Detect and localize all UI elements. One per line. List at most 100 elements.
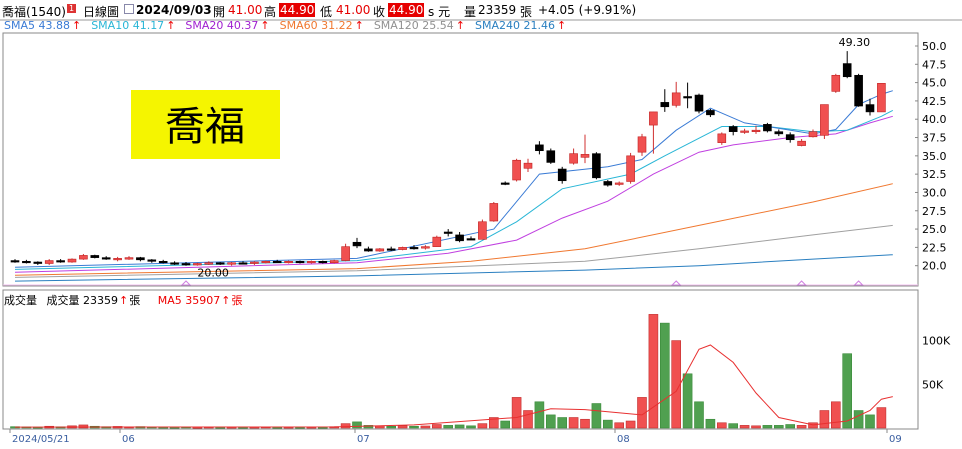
x-axis-label: 08 (617, 434, 630, 445)
volume-bar (386, 425, 397, 429)
volume-bar (648, 314, 659, 429)
candle-body (386, 248, 396, 251)
x-axis-label: 07 (357, 434, 370, 445)
candle-body (740, 130, 749, 133)
volume-bar (454, 424, 465, 429)
price-tick-label: 25.0 (922, 223, 947, 236)
price-tick-label: 42.5 (922, 95, 947, 108)
candle-body (136, 257, 145, 261)
candle-body (352, 241, 362, 247)
candle-body (751, 129, 761, 133)
candle-body (489, 203, 499, 222)
price-tick-label: 40.0 (922, 113, 947, 126)
volume-bar (580, 418, 590, 429)
candle-body (170, 262, 179, 265)
ma-legend-item: SMA240 21.46 ↑ (475, 19, 567, 32)
stock-name: 喬福(1540) (2, 5, 66, 19)
volume-bar (773, 425, 784, 429)
volume-bar (853, 410, 864, 429)
price-tick-label: 20.0 (922, 260, 947, 273)
sma120-line (14, 224, 893, 278)
volume-bar (545, 414, 556, 429)
date: 2024/09/03 (136, 3, 212, 17)
candle-body (10, 260, 20, 263)
volume-legend: 成交量 成交量 23359↑張 MA5 35907↑張 (4, 292, 248, 308)
volume-bar (500, 420, 511, 429)
watermark-text: 喬福 (165, 104, 245, 150)
volume-label: 量 (464, 5, 477, 19)
volume-bar (534, 401, 545, 429)
candle-body (842, 63, 852, 78)
quote-header: 喬福(1540) 1 日線圖 2024/09/03 開 41.00 高 44.9… (0, 0, 962, 20)
candle-body (865, 104, 875, 113)
x-axis-label: 06 (122, 434, 135, 445)
volume-unit: 張 (520, 5, 533, 19)
candle-body (204, 262, 214, 265)
period-label[interactable]: 日線圖 (83, 5, 120, 19)
volume-bar (796, 425, 807, 429)
candle-body (284, 260, 293, 264)
candle-body (592, 153, 601, 179)
candle-body (512, 159, 521, 181)
volume-value: 23359 (478, 3, 517, 17)
candle-body (500, 182, 510, 185)
candle-body (158, 260, 168, 264)
price-tick-label: 32.5 (922, 168, 947, 181)
sma20-line (14, 115, 893, 273)
volume-bar (363, 425, 374, 429)
candle-body (763, 124, 772, 132)
volume-value-legend: 成交量 23359↑張 (46, 294, 141, 307)
candle-body (101, 257, 111, 260)
volume-panel-frame (2, 289, 919, 430)
volume-bar (625, 420, 636, 429)
sma10-line (14, 109, 894, 270)
ma-legend-item: SMA10 41.17 ↑ (91, 19, 176, 32)
candle-body (546, 150, 556, 163)
event-marker (853, 280, 864, 286)
volume-bar (762, 425, 773, 429)
candle-body (831, 74, 841, 92)
candle-body (626, 155, 635, 182)
candle-body (67, 258, 77, 263)
volume-bar (682, 373, 693, 429)
volume-bar (671, 340, 682, 429)
ma-legend-item: SMA5 43.88 ↑ (4, 19, 82, 32)
ma-legend-item: SMA20 40.37 ↑ (185, 19, 270, 32)
volume-bar (694, 401, 704, 429)
candle-body (56, 260, 65, 263)
candle-body (717, 133, 727, 143)
ma-legend-item: SMA120 25.54 ↑ (373, 19, 466, 32)
volume-bar (842, 353, 853, 429)
candle-body (808, 131, 818, 138)
candle-body (272, 260, 282, 264)
candle-body (238, 262, 248, 265)
max-price-label: 49.30 (839, 36, 871, 49)
candle-body (660, 102, 670, 108)
candle-body (478, 221, 487, 240)
candle-body (877, 83, 886, 113)
volume-bar (477, 423, 488, 429)
volume-bar (602, 419, 613, 429)
price-panel-frame (2, 32, 919, 287)
candle-body (774, 131, 784, 135)
volume-bar (431, 424, 442, 429)
candle-body (443, 231, 453, 234)
sma240-line (14, 254, 893, 282)
candle-body (295, 260, 305, 264)
candle-body (854, 74, 863, 107)
volume-bar (557, 417, 568, 429)
volume-bar (488, 417, 499, 429)
price-tick-label: 35.0 (922, 150, 947, 163)
flag-icon: 1 (67, 4, 76, 13)
volume-title: 成交量 (4, 294, 37, 307)
candle-body (318, 260, 328, 264)
candle-body (124, 257, 134, 260)
candle-body (193, 263, 202, 266)
volume-ma5: MA5 35907↑張 (157, 294, 243, 307)
candle-body (113, 258, 122, 261)
event-marker (796, 280, 807, 286)
volume-bar (420, 425, 431, 429)
candle-body (329, 260, 339, 264)
open-value: 41.00 (228, 3, 263, 17)
candle-body (341, 246, 350, 261)
